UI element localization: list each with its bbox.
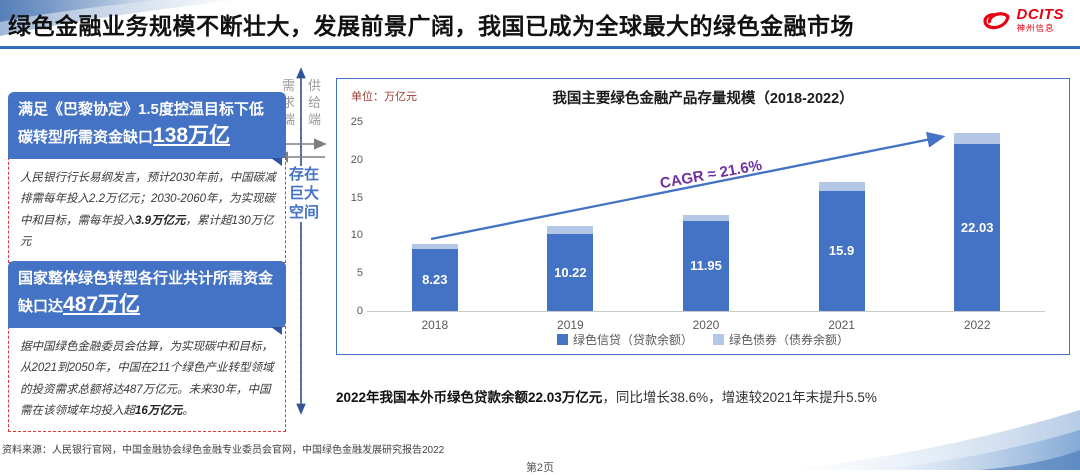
folded-corner-decoration: [271, 158, 282, 167]
text-segment: 据中国绿色金融委员会估算，为实现碳中和目标，从2021到2050年，中国在211…: [20, 341, 274, 417]
bond-bar-segment: [547, 226, 594, 234]
credit-bar-segment: 8.23: [411, 248, 458, 311]
x-tick-label: 2022: [963, 318, 991, 332]
x-tick-label: 2020: [692, 318, 720, 332]
bar-plot-area: 8.23 2018 10.22 2019 11.95 2020 15.9 2021 22.03 2…: [367, 122, 1045, 332]
text-segment: 人民银行行长易纲发言，预计2030年前，中国碳减排需每年投入2.2万亿元；203…: [20, 172, 276, 227]
credit-bar-segment: 10.22: [547, 233, 594, 311]
box-header: 国家整体绿色转型各行业共计所需资金缺口达487万亿: [8, 261, 286, 336]
legend-label: 绿色信贷（贷款余额）: [572, 333, 693, 347]
legend-label: 绿色债券（债券余额）: [729, 333, 850, 347]
chart-unit-label: 单位：万亿元: [351, 91, 417, 103]
legend-swatch: [713, 334, 724, 345]
supply-side-label: 供给端: [307, 78, 321, 127]
text-segment: 满足《巴黎协定》1.5度控温目标下低碳转型所需资金缺口: [18, 101, 264, 146]
source-citation: 资料来源：人民银行官网，中国金融协会绿色金融专业委员会官网，中国绿色金融发展研究…: [2, 445, 445, 456]
folded-corner-decoration: [271, 327, 282, 336]
y-tick-label: 25: [350, 116, 363, 128]
bar-group-2020: 11.95 2020: [638, 122, 774, 332]
bar-value-label: 11.95: [690, 258, 722, 274]
huge-gap-label: 存在巨大空间: [287, 166, 321, 223]
text-segment: 3.9万亿元: [135, 214, 186, 227]
legend-item: 绿色信贷（贷款余额）: [556, 331, 693, 348]
x-axis-line: [367, 311, 1045, 312]
box-body: 人民银行行长易纲发言，预计2030年前，中国碳减排需每年投入2.2万亿元；203…: [8, 157, 286, 264]
page-title: 绿色金融业务规模不断壮大，发展前景广阔，我国已成为全球最大的绿色金融市场: [8, 13, 854, 39]
credit-bar-segment: 22.03: [954, 144, 1001, 311]
text-segment: 138万亿: [153, 123, 231, 147]
logo-swirl-icon: [982, 12, 1010, 30]
logo-text: DCITS: [1016, 6, 1064, 24]
bar-group-2022: 22.03 2022: [909, 122, 1045, 332]
logo-subtitle: 神州信息: [1016, 23, 1055, 34]
bond-bar-segment: [818, 182, 865, 191]
box-body: 据中国绿色金融委员会估算，为实现碳中和目标，从2021到2050年，中国在211…: [8, 326, 286, 433]
text-segment: 2022年我国本外币绿色贷款余额22.03万亿元: [336, 390, 603, 405]
bar-group-2019: 10.22 2019: [503, 122, 639, 332]
text-segment: 487万亿: [63, 292, 141, 316]
y-tick-label: 0: [356, 305, 363, 317]
chart-takeaway-text: 2022年我国本外币绿色贷款余额22.03万亿元，同比增长38.6%，增速较20…: [336, 386, 1066, 406]
funding-gap-box-paris: 满足《巴黎协定》1.5度控温目标下低碳转型所需资金缺口138万亿 人民银行行长易…: [8, 92, 286, 264]
bar-group-2018: 8.23 2018: [367, 122, 503, 332]
y-tick-label: 15: [350, 191, 363, 204]
x-tick-label: 2019: [557, 318, 584, 332]
company-logo: DCITS 神州信息: [982, 6, 1065, 34]
text-segment: ，同比增长38.6%，增速较2021年末提升5.5%: [602, 390, 877, 405]
bar-value-label: 8.23: [422, 272, 448, 288]
funding-gap-box-national: 国家整体绿色转型各行业共计所需资金缺口达487万亿 据中国绿色金融委员会估算，为…: [8, 261, 286, 433]
bond-bar-segment: [954, 133, 1001, 145]
y-tick-label: 20: [350, 153, 363, 166]
box-header: 满足《巴黎协定》1.5度控温目标下低碳转型所需资金缺口138万亿: [8, 92, 286, 167]
bar-value-label: 10.22: [554, 264, 587, 280]
credit-bar-segment: 11.95: [682, 220, 729, 311]
credit-bar-segment: 15.9: [818, 190, 865, 311]
legend-swatch: [556, 334, 568, 345]
y-tick-label: 10: [350, 229, 363, 242]
text-segment: 16万亿元: [135, 404, 183, 417]
x-tick-label: 2021: [828, 318, 855, 332]
page-number: 第2页: [525, 462, 555, 474]
title-divider: [0, 46, 1080, 49]
bond-bar-segment: [411, 243, 458, 249]
bar-value-label: 15.9: [828, 243, 855, 259]
bar-value-label: 22.03: [960, 220, 994, 236]
text-segment: 。: [182, 404, 194, 417]
chart-panel: 单位：万亿元 我国主要绿色金融产品存量规模（2018-2022） 0 5 10 15 2…: [336, 78, 1070, 355]
text-segment: ，累计超130万亿元: [20, 214, 274, 248]
x-tick-label: 2018: [421, 318, 449, 332]
y-tick-label: 5: [356, 267, 363, 280]
chart-title: 我国主要绿色金融产品存量规模（2018-2022）: [552, 91, 854, 107]
legend-item: 绿色债券（债券余额）: [713, 331, 849, 348]
text-segment: 国家整体绿色转型各行业共计所需资金缺口达: [18, 270, 274, 315]
chart-legend: 绿色信贷（贷款余额） 绿色债券（债券余额）: [337, 331, 1069, 348]
